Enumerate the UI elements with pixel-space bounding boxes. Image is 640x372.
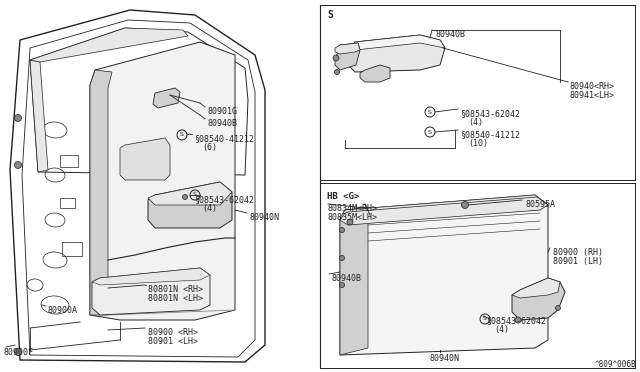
Circle shape (339, 228, 344, 232)
Text: §08543-62042: §08543-62042 (460, 109, 520, 118)
Text: 80941<LH>: 80941<LH> (570, 91, 615, 100)
Circle shape (339, 256, 344, 260)
Circle shape (339, 282, 344, 288)
Circle shape (335, 70, 339, 74)
Polygon shape (90, 70, 112, 315)
Text: 80901 <LH>: 80901 <LH> (148, 337, 198, 346)
Text: §08543-62042: §08543-62042 (486, 316, 546, 325)
Text: S: S (180, 132, 184, 138)
Polygon shape (512, 278, 565, 320)
Circle shape (333, 55, 339, 61)
Text: 80801N <RH>: 80801N <RH> (148, 285, 203, 294)
Polygon shape (92, 268, 210, 315)
Text: S: S (428, 129, 432, 135)
Polygon shape (335, 43, 360, 70)
Text: (4): (4) (202, 204, 217, 213)
Polygon shape (30, 60, 48, 172)
Text: §08540-41212: §08540-41212 (460, 130, 520, 139)
Text: S: S (193, 192, 197, 198)
Polygon shape (120, 138, 170, 180)
Text: 80900A: 80900A (48, 306, 78, 315)
Text: 80940N: 80940N (430, 354, 460, 363)
Circle shape (15, 115, 22, 122)
Circle shape (182, 195, 188, 199)
Polygon shape (92, 268, 210, 285)
Polygon shape (148, 182, 232, 228)
Text: 80901G: 80901G (207, 107, 237, 116)
Polygon shape (340, 195, 548, 355)
Text: 80901 (LH): 80901 (LH) (553, 257, 603, 266)
Text: 80900 (RH): 80900 (RH) (553, 248, 603, 257)
Text: (4): (4) (468, 118, 483, 127)
Polygon shape (340, 195, 548, 220)
Text: 80834M<RH>: 80834M<RH> (327, 204, 377, 213)
Circle shape (556, 305, 561, 311)
Text: 80595A: 80595A (525, 200, 555, 209)
Text: §08543-62042: §08543-62042 (194, 195, 254, 204)
Circle shape (15, 349, 22, 356)
Polygon shape (350, 35, 445, 50)
Circle shape (515, 317, 521, 323)
Text: ^809^006B: ^809^006B (595, 360, 637, 369)
Text: S: S (483, 317, 487, 321)
Text: S: S (327, 10, 333, 20)
Text: §08540-41212: §08540-41212 (194, 134, 254, 143)
Text: 80940N: 80940N (249, 213, 279, 222)
Polygon shape (153, 88, 180, 108)
Text: 80900 <RH>: 80900 <RH> (148, 328, 198, 337)
Text: 80940B: 80940B (207, 119, 237, 128)
Polygon shape (340, 197, 548, 225)
Text: S: S (428, 109, 432, 115)
Text: 80801N <LH>: 80801N <LH> (148, 294, 203, 303)
Polygon shape (360, 65, 390, 82)
Polygon shape (335, 43, 360, 54)
Text: 80835M<LH>: 80835M<LH> (327, 213, 377, 222)
Text: HB <G>: HB <G> (327, 192, 359, 201)
Text: (10): (10) (468, 139, 488, 148)
Polygon shape (348, 35, 445, 72)
Circle shape (347, 219, 353, 225)
Circle shape (15, 161, 22, 169)
Text: (6): (6) (202, 143, 217, 152)
Text: 80900F: 80900F (4, 348, 34, 357)
Text: (4): (4) (494, 325, 509, 334)
Polygon shape (512, 278, 560, 298)
Polygon shape (30, 28, 188, 62)
Polygon shape (340, 207, 368, 355)
Text: 80940<RH>: 80940<RH> (570, 82, 615, 91)
Text: 80940B: 80940B (435, 30, 465, 39)
Circle shape (461, 202, 468, 208)
Text: 80940B: 80940B (331, 274, 361, 283)
Polygon shape (148, 182, 232, 205)
Polygon shape (90, 42, 235, 320)
